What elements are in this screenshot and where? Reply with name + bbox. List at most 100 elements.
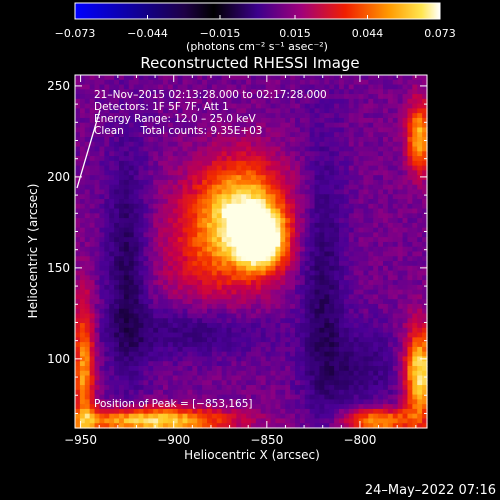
heatmap-cell bbox=[285, 241, 291, 248]
heatmap-cell bbox=[167, 232, 174, 238]
heatmap-cell bbox=[114, 108, 120, 114]
heatmap-cell bbox=[153, 160, 159, 167]
heatmap-cell bbox=[314, 265, 321, 272]
heatmap-cell bbox=[163, 251, 169, 257]
heatmap-cell bbox=[94, 189, 101, 195]
heatmap-cell bbox=[358, 256, 365, 262]
heatmap-cell bbox=[319, 199, 325, 205]
heatmap-cell bbox=[133, 361, 140, 367]
heatmap-cell bbox=[128, 141, 135, 148]
heatmap-cell bbox=[75, 270, 81, 276]
heatmap-cell bbox=[387, 299, 394, 305]
heatmap-cell bbox=[255, 370, 262, 377]
heatmap-cell bbox=[368, 208, 374, 214]
heatmap-cell bbox=[119, 208, 125, 214]
heatmap-cell bbox=[79, 346, 86, 353]
heatmap-cell bbox=[104, 75, 110, 81]
heatmap-cell bbox=[109, 361, 115, 367]
heatmap-cell bbox=[241, 246, 247, 253]
heatmap-cell bbox=[373, 117, 379, 124]
heatmap-cell bbox=[348, 356, 355, 362]
heatmap-cell bbox=[231, 156, 237, 162]
heatmap-cell bbox=[265, 399, 272, 405]
heatmap-cell bbox=[89, 75, 96, 81]
heatmap-cell bbox=[363, 365, 369, 372]
heatmap-cell bbox=[226, 232, 233, 238]
heatmap-cell bbox=[104, 84, 110, 90]
heatmap-cell bbox=[265, 79, 272, 86]
heatmap-cell bbox=[202, 199, 208, 205]
heatmap-cell bbox=[226, 299, 233, 305]
heatmap-cell bbox=[422, 332, 428, 338]
heatmap-cell bbox=[153, 156, 159, 162]
heatmap-cell bbox=[358, 203, 365, 210]
heatmap-cell bbox=[295, 222, 301, 229]
heatmap-cell bbox=[299, 156, 306, 162]
heatmap-cell bbox=[177, 265, 184, 272]
heatmap-cell bbox=[138, 194, 145, 200]
heatmap-cell bbox=[241, 394, 247, 400]
heatmap-cell bbox=[422, 208, 428, 214]
heatmap-cell bbox=[373, 370, 379, 377]
heatmap-cell bbox=[348, 294, 355, 300]
heatmap-cell bbox=[348, 170, 355, 176]
heatmap-cell bbox=[412, 165, 418, 172]
heatmap-cell bbox=[387, 327, 394, 334]
heatmap-cell bbox=[177, 160, 184, 167]
heatmap-cell bbox=[128, 232, 135, 238]
heatmap-cell bbox=[202, 179, 208, 186]
heatmap-cell bbox=[290, 98, 296, 105]
heatmap-cell bbox=[392, 227, 399, 234]
heatmap-cell bbox=[202, 313, 208, 319]
heatmap-cell bbox=[89, 394, 96, 400]
heatmap-cell bbox=[353, 246, 360, 253]
heatmap-cell bbox=[329, 399, 335, 405]
heatmap-cell bbox=[211, 213, 218, 219]
heatmap-cell bbox=[402, 127, 409, 133]
heatmap-cell bbox=[260, 356, 267, 362]
heatmap-cell bbox=[104, 113, 110, 119]
heatmap-cell bbox=[138, 284, 145, 291]
heatmap-cell bbox=[324, 189, 330, 195]
heatmap-cell bbox=[182, 175, 189, 181]
heatmap-cell bbox=[358, 141, 365, 148]
heatmap-cell bbox=[412, 337, 418, 343]
heatmap-cell bbox=[251, 332, 257, 338]
heatmap-cell bbox=[163, 222, 169, 229]
heatmap-cell bbox=[417, 270, 423, 276]
heatmap-cell bbox=[153, 117, 159, 124]
heatmap-cell bbox=[358, 284, 365, 291]
heatmap-cell bbox=[392, 117, 399, 124]
heatmap-cell bbox=[167, 213, 174, 219]
heatmap-cell bbox=[353, 337, 360, 343]
heatmap-cell bbox=[290, 103, 296, 109]
heatmap-cell bbox=[197, 189, 203, 195]
heatmap-cell bbox=[231, 280, 237, 286]
heatmap-cell bbox=[89, 151, 96, 157]
heatmap-cell bbox=[383, 98, 389, 105]
heatmap-cell bbox=[299, 203, 306, 210]
heatmap-cell bbox=[280, 222, 286, 229]
heatmap-cell bbox=[104, 404, 110, 410]
heatmap-cell bbox=[422, 203, 428, 210]
heatmap-cell bbox=[353, 189, 360, 195]
heatmap-cell bbox=[402, 299, 409, 305]
heatmap-cell bbox=[251, 122, 257, 129]
heatmap-cell bbox=[353, 199, 360, 205]
heatmap-cell bbox=[241, 222, 247, 229]
heatmap-cell bbox=[167, 280, 174, 286]
heatmap-cell bbox=[417, 256, 423, 262]
heatmap-cell bbox=[280, 399, 286, 405]
heatmap-cell bbox=[299, 241, 306, 248]
heatmap-cell bbox=[260, 213, 267, 219]
heatmap-cell bbox=[236, 318, 242, 324]
heatmap-cell bbox=[177, 218, 184, 224]
heatmap-cell bbox=[143, 380, 149, 386]
heatmap-cell bbox=[324, 265, 330, 272]
heatmap-cell bbox=[197, 342, 203, 348]
heatmap-cell bbox=[387, 194, 394, 200]
heatmap-cell bbox=[207, 122, 213, 129]
heatmap-cell bbox=[290, 146, 296, 152]
heatmap-cell bbox=[348, 199, 355, 205]
heatmap-cell bbox=[241, 318, 247, 324]
